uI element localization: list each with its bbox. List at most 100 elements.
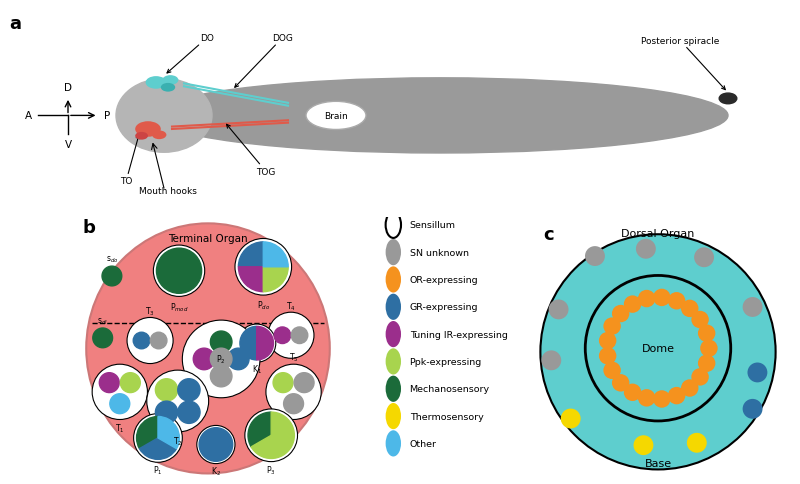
Wedge shape (263, 267, 288, 292)
Wedge shape (257, 327, 274, 360)
Circle shape (210, 365, 232, 387)
Text: SN unknown: SN unknown (410, 248, 469, 257)
Circle shape (93, 328, 113, 348)
Text: Terminal Organ: Terminal Organ (168, 233, 248, 243)
Circle shape (161, 84, 175, 92)
Wedge shape (248, 412, 271, 447)
Circle shape (687, 433, 706, 453)
Circle shape (134, 333, 150, 349)
Circle shape (540, 235, 776, 469)
Circle shape (150, 333, 167, 349)
Circle shape (603, 362, 621, 379)
Circle shape (291, 327, 308, 344)
Circle shape (146, 370, 209, 432)
Text: Base: Base (645, 458, 671, 469)
Circle shape (612, 305, 630, 323)
Wedge shape (251, 436, 291, 458)
Ellipse shape (306, 102, 366, 130)
Text: Ppk-expressing: Ppk-expressing (410, 357, 482, 366)
Text: P$_{do}$: P$_{do}$ (257, 299, 270, 312)
Text: Posterior spiracle: Posterior spiracle (641, 37, 726, 91)
Circle shape (268, 313, 314, 359)
Circle shape (146, 77, 166, 90)
Circle shape (162, 76, 178, 86)
Circle shape (178, 379, 200, 401)
Circle shape (386, 294, 401, 320)
Text: DO: DO (167, 34, 214, 74)
Wedge shape (271, 412, 294, 447)
Text: Dome: Dome (642, 344, 674, 353)
Circle shape (742, 399, 762, 419)
Text: Mouth hooks: Mouth hooks (139, 187, 197, 196)
Circle shape (152, 131, 166, 140)
Circle shape (636, 240, 656, 259)
Text: Sensillum: Sensillum (410, 221, 456, 230)
Text: c: c (543, 225, 554, 243)
Text: Other: Other (410, 439, 437, 448)
Circle shape (698, 325, 715, 342)
Circle shape (266, 364, 322, 420)
Text: DOG: DOG (234, 34, 293, 88)
Circle shape (634, 436, 654, 455)
Circle shape (700, 340, 718, 357)
Text: OR-expressing: OR-expressing (410, 275, 478, 285)
Text: TOG: TOG (226, 125, 275, 176)
Text: T$_1$: T$_1$ (115, 421, 125, 434)
Text: K$_2$: K$_2$ (211, 465, 221, 477)
Circle shape (668, 292, 686, 310)
Circle shape (210, 348, 232, 370)
Circle shape (127, 318, 173, 364)
Circle shape (284, 394, 303, 414)
Circle shape (691, 368, 709, 386)
Circle shape (199, 428, 233, 461)
Circle shape (386, 430, 401, 456)
Circle shape (612, 374, 630, 392)
Ellipse shape (152, 79, 728, 154)
Text: P: P (104, 111, 110, 121)
Text: GR-expressing: GR-expressing (410, 302, 478, 312)
Wedge shape (137, 417, 158, 449)
Text: P$_3$: P$_3$ (266, 464, 276, 476)
Circle shape (653, 391, 670, 408)
Circle shape (681, 300, 698, 318)
Wedge shape (238, 242, 263, 267)
Circle shape (386, 240, 401, 266)
Wedge shape (240, 327, 257, 360)
Wedge shape (158, 417, 179, 449)
Wedge shape (238, 267, 263, 292)
Circle shape (182, 320, 260, 398)
Ellipse shape (116, 79, 212, 153)
Circle shape (110, 394, 130, 414)
Text: Thermosensory: Thermosensory (410, 412, 483, 421)
Circle shape (274, 327, 290, 344)
Text: s$_{di}$: s$_{di}$ (98, 316, 108, 326)
Circle shape (135, 122, 161, 137)
Circle shape (638, 389, 655, 407)
Text: Mechanosensory: Mechanosensory (410, 384, 490, 393)
Circle shape (386, 376, 401, 402)
Text: P$_1$: P$_1$ (153, 464, 162, 476)
Text: A: A (25, 111, 32, 121)
Circle shape (245, 409, 298, 462)
Circle shape (386, 403, 401, 429)
Text: P$_2$: P$_2$ (216, 353, 226, 365)
Circle shape (742, 297, 762, 318)
Text: P$_{mod}$: P$_{mod}$ (170, 301, 188, 313)
Circle shape (694, 248, 714, 268)
Circle shape (386, 348, 401, 375)
Circle shape (599, 348, 616, 365)
Text: T$_2$: T$_2$ (173, 435, 182, 447)
Circle shape (92, 364, 147, 420)
Text: V: V (65, 139, 71, 150)
Text: T$_4$: T$_4$ (286, 300, 296, 312)
Circle shape (691, 311, 709, 329)
Circle shape (386, 321, 401, 348)
Circle shape (210, 332, 232, 353)
Text: Dorsal Organ: Dorsal Organ (622, 229, 694, 239)
Circle shape (154, 245, 205, 297)
Circle shape (542, 350, 562, 371)
Circle shape (549, 300, 569, 320)
Circle shape (227, 348, 249, 370)
Circle shape (668, 387, 686, 405)
Text: Tuning IR-expressing: Tuning IR-expressing (410, 330, 507, 339)
